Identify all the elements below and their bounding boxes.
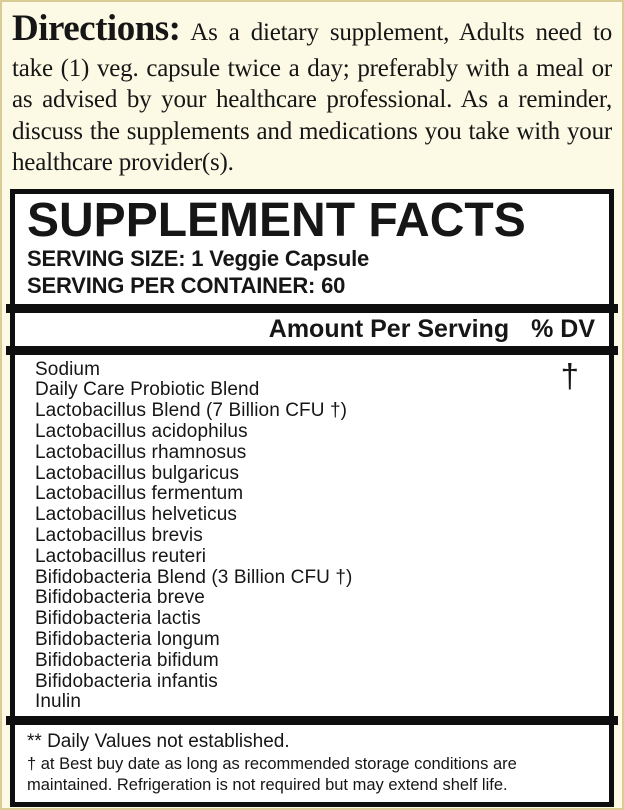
ingredient-row: Lactobacillus fermentum	[35, 483, 244, 505]
footnote-daily-values: ** Daily Values not established.	[27, 731, 290, 753]
ingredient-row: Lactobacillus brevis	[35, 524, 203, 546]
ingredient-row: Bifidobacteria longum	[35, 628, 220, 650]
thick-divider-rule	[6, 716, 618, 726]
servings-per-container-line: SERVING PER CONTAINER: 60	[27, 272, 346, 298]
supplement-facts-panel: SUPPLEMENT FACTS SERVING SIZE: 1 Veggie …	[6, 188, 618, 808]
serving-size-line: SERVING SIZE: 1 Veggie Capsule	[27, 245, 370, 271]
ingredient-row: Bifidobacteria breve	[35, 587, 205, 609]
ingredient-row: Daily Care Probiotic Blend	[35, 379, 260, 401]
ingredient-row: Lactobacillus acidophilus	[35, 421, 248, 442]
footnote-storage: † at Best buy date as long as recommende…	[27, 755, 517, 794]
ingredient-row: Lactobacillus bulgaricus	[35, 462, 240, 484]
directions-paragraph: Directions: As a dietary supplement, Adu…	[2, 2, 622, 179]
ingredient-row: Lactobacillus Blend (7 Billion CFU †)	[35, 400, 348, 422]
ingredient-list: † Sodium Daily Care Probiotic Blend Lactob…	[15, 354, 609, 717]
ingredient-row: Lactobacillus rhamnosus	[35, 441, 247, 463]
ingredient-row: Lactobacillus reuteri	[35, 545, 207, 567]
dagger-symbol: †	[560, 356, 579, 394]
directions-body-text: As a dietary supplement, Adults need to …	[12, 19, 612, 177]
facts-title: SUPPLEMENT FACTS	[27, 193, 526, 247]
amount-per-serving-header: Amount Per Serving	[268, 314, 510, 343]
ingredient-row: Bifidobacteria lactis	[35, 608, 201, 630]
ingredient-row: Bifidobacteria Blend (3 Billion CFU †)	[35, 566, 353, 588]
ingredient-row: Inulin	[35, 691, 82, 713]
footnotes-section: ** Daily Values not established. † at Be…	[15, 725, 609, 803]
ingredient-row: Bifidobacteria bifidum	[35, 649, 219, 671]
percent-dv-header: % DV	[531, 314, 595, 343]
thick-divider-rule	[6, 303, 618, 313]
ingredient-row: Bifidobacteria infantis	[35, 670, 218, 692]
column-header-row: Amount Per Serving % DV	[15, 312, 609, 346]
thick-divider-rule	[6, 345, 618, 355]
directions-label: Directions:	[12, 8, 181, 49]
ingredient-row: Lactobacillus helveticus	[35, 504, 238, 526]
facts-header-section: SUPPLEMENT FACTS SERVING SIZE: 1 Veggie …	[15, 194, 609, 304]
ingredient-row: Sodium	[35, 358, 101, 380]
